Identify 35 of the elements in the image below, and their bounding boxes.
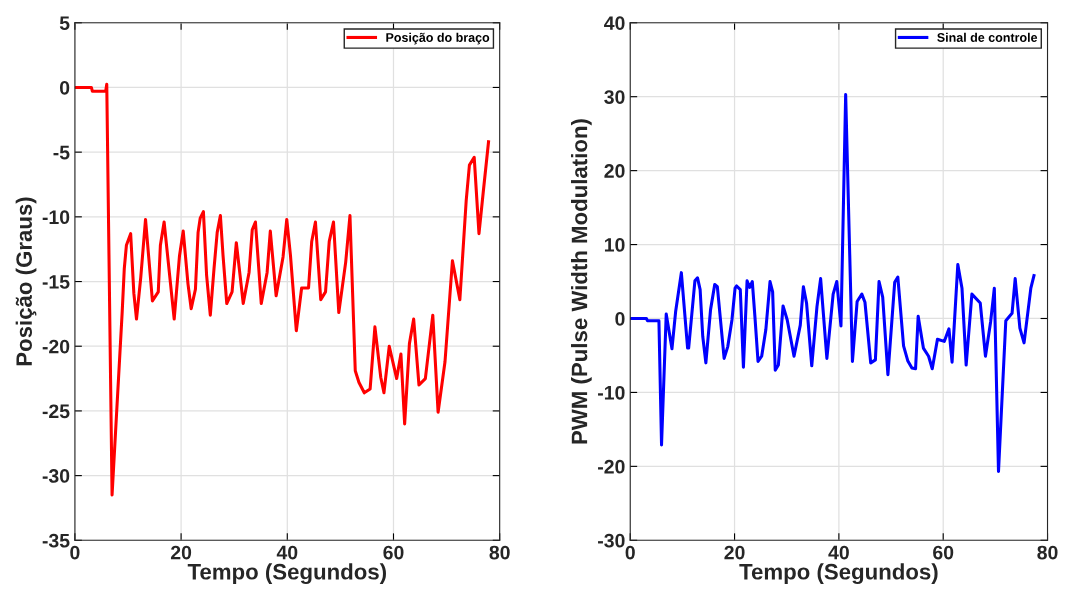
x-tick-label: 0 [70,545,80,560]
y-tick-label: 5 [59,16,70,30]
y-tick-label: 10 [604,238,625,252]
y-tick-label: 0 [59,80,70,95]
legend-label: Posição do braço [386,32,490,45]
y-tick-label: -30 [42,469,70,483]
x-tick-label: 40 [276,545,298,560]
y-tick-label: 0 [615,311,625,326]
x-tick-label: 40 [828,545,849,560]
y-tick-label: -10 [598,385,625,400]
y-tick-label: -20 [598,459,625,474]
y-tick-label: -35 [42,533,70,548]
y-tick-label: 40 [604,16,625,30]
x-tick-label: 20 [724,545,745,560]
line-series [74,82,491,497]
x-tick-label: 60 [383,545,404,560]
line-series [630,92,1036,474]
legend-label: Sinal de controle [937,32,1038,42]
y-tick-label: 20 [604,164,625,178]
y-axis-title: Posição (Graus) [15,197,37,366]
y-tick-label: 30 [604,90,625,104]
x-tick-label: 0 [625,545,635,560]
x-tick-label: 80 [1037,545,1058,560]
y-tick-label: -25 [42,404,70,419]
y-tick-label: -30 [598,533,625,548]
x-tick-label: 80 [489,545,510,560]
x-axis-title: Tempo (Segundos) [187,563,386,585]
y-axis-title: PWM (Pulse Width Modulation) [571,119,592,444]
y-tick-label: -5 [53,145,70,160]
y-tick-label: -20 [42,339,70,354]
y-tick-label: -15 [42,275,70,289]
x-tick-label: 20 [170,545,192,560]
y-tick-label: -10 [42,210,70,225]
x-tick-label: 60 [933,545,954,560]
x-axis-title: Tempo (Segundos) [739,563,938,585]
